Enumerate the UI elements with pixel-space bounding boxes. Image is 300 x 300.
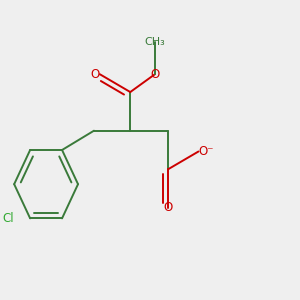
Text: Cl: Cl — [2, 212, 14, 225]
Text: O: O — [150, 68, 160, 81]
Text: O: O — [91, 68, 100, 81]
Text: CH₃: CH₃ — [145, 37, 165, 46]
Text: O: O — [164, 202, 172, 214]
Text: O⁻: O⁻ — [199, 145, 214, 158]
